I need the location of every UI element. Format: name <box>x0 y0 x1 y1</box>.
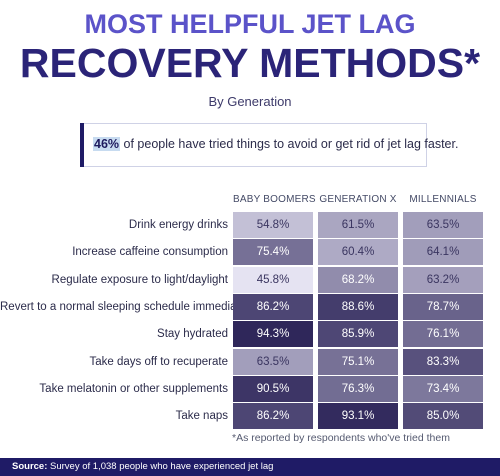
heatmap-cell: 94.3% <box>233 321 313 348</box>
row-label: Drink energy drinks <box>128 219 228 231</box>
stat-percent: 46% <box>93 137 121 151</box>
heatmap-cell: 61.5% <box>318 212 398 238</box>
heatmap-cell: 68.2% <box>318 266 398 293</box>
heatmap-cell: 83.3% <box>403 348 483 375</box>
row-label: Stay hydrated <box>157 328 228 341</box>
heatmap-cell: 63.2% <box>403 266 483 293</box>
heatmap-cell: 78.7% <box>403 293 483 320</box>
heatmap-cell: 93.1% <box>318 403 398 430</box>
heatmap-cell: 54.8% <box>233 212 313 238</box>
subtitle: By Generation <box>208 94 292 109</box>
heatmap-cell: 45.8% <box>233 266 313 293</box>
heatmap-cell: 73.4% <box>403 375 483 402</box>
column-header: GENERATION X <box>319 194 397 205</box>
heatmap-cell: 63.5% <box>233 348 313 375</box>
column-header: MILLENNIALS <box>409 194 477 205</box>
heatmap-cell: 90.5% <box>233 375 313 402</box>
heatmap-cell: 76.1% <box>403 321 483 348</box>
row-label: Take melatonin or other supplements <box>39 382 228 395</box>
heatmap-cell: 60.4% <box>318 239 398 266</box>
heatmap-cell: 85.0% <box>403 403 483 430</box>
column-header: BABY BOOMERS <box>233 194 316 205</box>
source-footer: Source: Survey of 1,038 people who have … <box>0 458 500 476</box>
row-label: Regulate exposure to light/daylight <box>51 273 228 286</box>
row-label: Take naps <box>175 410 228 423</box>
heatmap-cell: 86.2% <box>233 293 313 320</box>
source-label: Source: <box>12 461 48 472</box>
stat-text: 46% of people have tried things to avoid… <box>93 137 458 151</box>
footnote: *As reported by respondents who've tried… <box>232 432 450 444</box>
row-label: Take days off to recuperate <box>89 355 228 368</box>
heatmap-cell: 88.6% <box>318 293 398 320</box>
stat-description: of people have tried things to avoid or … <box>123 137 459 151</box>
title-line-1: MOST HELPFUL JET LAG <box>84 9 416 39</box>
heatmap-cell: 86.2% <box>233 403 313 430</box>
heatmap-cell: 85.9% <box>318 321 398 348</box>
row-label: Revert to a normal sleeping schedule imm… <box>0 300 255 313</box>
stat-callout: 46% of people have tried things to avoid… <box>80 123 458 167</box>
heatmap-cell: 63.5% <box>403 212 483 238</box>
stat-accent-bar <box>80 123 84 167</box>
row-label: Increase caffeine consumption <box>72 246 228 259</box>
title-line-2: RECOVERY METHODS* <box>19 40 481 86</box>
heatmap-cell: 76.3% <box>318 375 398 402</box>
heatmap-cell: 64.1% <box>403 239 483 266</box>
heatmap-cell: 75.4% <box>233 239 313 266</box>
heatmap-cell: 75.1% <box>318 348 398 375</box>
source-text: Survey of 1,038 people who have experien… <box>50 461 274 472</box>
